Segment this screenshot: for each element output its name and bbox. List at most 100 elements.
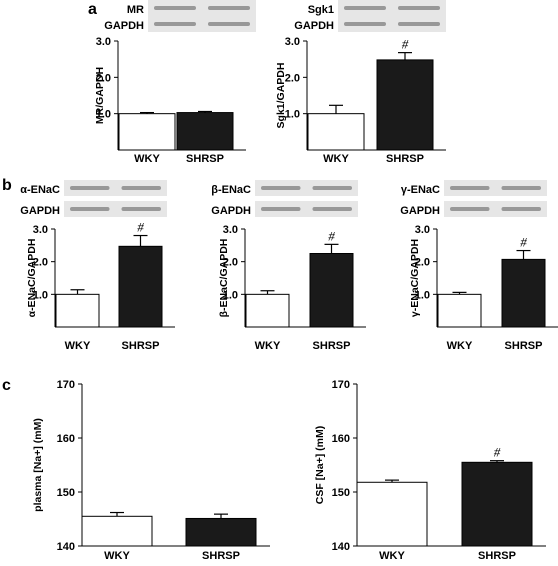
significance-mark: # xyxy=(494,445,501,460)
bar-wky xyxy=(307,113,365,151)
blot-band xyxy=(501,207,541,211)
y-tick-label: 150 xyxy=(57,487,75,499)
panel-label-c: c xyxy=(2,377,11,394)
category-label: SHRSP xyxy=(313,340,351,352)
y-tick-label: 1.0 xyxy=(285,109,300,121)
y-axis-label: MR/GAPDH xyxy=(94,67,106,124)
category-label: WKY xyxy=(255,340,281,352)
y-tick-label: 140 xyxy=(332,541,350,553)
y-tick-label: 2.0 xyxy=(33,257,48,269)
blot-label: MR xyxy=(127,4,144,16)
blot-band xyxy=(208,22,250,26)
bar-wky xyxy=(55,293,100,328)
blot-strip xyxy=(444,180,547,196)
category-label: SHRSP xyxy=(478,550,516,562)
y-tick-label: 2.0 xyxy=(415,257,430,269)
bar-wky xyxy=(356,481,428,547)
bar-shrsp xyxy=(376,59,434,151)
blot-strip xyxy=(255,180,358,196)
y-tick-label: 150 xyxy=(332,487,350,499)
blot-band xyxy=(261,207,301,211)
y-tick-label: 140 xyxy=(57,541,75,553)
y-tick-label: 3.0 xyxy=(415,224,430,236)
y-axis-label: α-ENaC/GAPDH xyxy=(26,239,38,318)
blot-label: GAPDH xyxy=(211,205,251,217)
blot-band xyxy=(501,186,541,190)
blot-strip xyxy=(255,201,358,217)
blot-band xyxy=(312,186,352,190)
blot-band xyxy=(154,22,196,26)
blot-strip xyxy=(338,16,446,32)
y-axis-label: γ-ENaC/GAPDH xyxy=(409,239,421,317)
blot-band xyxy=(121,186,161,190)
blot-band xyxy=(70,186,110,190)
blot-label: GAPDH xyxy=(400,205,440,217)
blot-band xyxy=(208,6,250,10)
chart-sgk1: Sgk1 GAPDH 1.0 2.0 3.0 Sgk1/GAPDH WKY # SHRSP xyxy=(275,0,446,165)
category-label: WKY xyxy=(134,153,160,165)
category-label: WKY xyxy=(323,153,349,165)
blot-band xyxy=(450,186,490,190)
blot-label: GAPDH xyxy=(294,20,334,32)
blot-band xyxy=(398,6,440,10)
blot-strip xyxy=(64,180,167,196)
category-label: WKY xyxy=(65,340,91,352)
blot-label: GAPDH xyxy=(104,20,144,32)
blot-label: Sgk1 xyxy=(308,4,334,16)
bar-shrsp xyxy=(118,245,163,328)
category-label: SHRSP xyxy=(122,340,160,352)
bar-wky xyxy=(437,293,482,328)
significance-mark: # xyxy=(137,220,144,235)
blot-strip xyxy=(148,0,256,16)
bar-shrsp xyxy=(461,461,533,547)
blot-band xyxy=(312,207,352,211)
blot-band xyxy=(344,22,386,26)
blot-band xyxy=(121,207,161,211)
blot-band xyxy=(70,207,110,211)
y-tick-label: 160 xyxy=(332,433,350,445)
y-tick-label: 2.0 xyxy=(285,72,300,84)
y-tick-label: 3.0 xyxy=(285,36,300,48)
significance-mark: # xyxy=(402,37,409,52)
y-tick-label: 3.0 xyxy=(223,224,238,236)
chart-csf: 140 150 160 170 CSF [Na+] (mM) WKY # SHRSP xyxy=(314,379,546,562)
blot-band xyxy=(450,207,490,211)
y-tick-label: 1.0 xyxy=(33,289,48,301)
category-label: SHRSP xyxy=(386,153,424,165)
bar-shrsp xyxy=(185,517,257,547)
chart-genac: γ-ENaC GAPDH 1.0 2.0 3.0 γ-ENaC/GAPDH WKY # SHRS… xyxy=(400,180,558,352)
panel-label-a: a xyxy=(88,1,97,18)
y-tick-label: 1.0 xyxy=(96,109,111,121)
panel-label-b: b xyxy=(2,177,12,194)
chart-plasma: 140 150 160 170 plasma [Na+] (mM) WKY SHRSP xyxy=(32,379,270,562)
blot-band xyxy=(398,22,440,26)
blot-band xyxy=(344,6,386,10)
blot-strip xyxy=(64,201,167,217)
chart-benac: β-ENaC GAPDH 1.0 2.0 3.0 β-ENaC/GAPDH WKY # SHRS… xyxy=(211,180,366,352)
blot-label: α-ENaC xyxy=(20,184,60,196)
y-tick-label: 2.0 xyxy=(223,257,238,269)
category-label: WKY xyxy=(379,550,405,562)
bar-wky xyxy=(118,113,176,151)
chart-aenac: α-ENaC GAPDH 1.0 2.0 3.0 α-ENaC/GAPDH WKY # SHRS… xyxy=(20,180,175,352)
category-label: SHRSP xyxy=(505,340,543,352)
y-tick-label: 160 xyxy=(57,433,75,445)
blot-strip xyxy=(338,0,446,16)
category-label: SHRSP xyxy=(186,153,224,165)
category-label: WKY xyxy=(104,550,130,562)
category-label: WKY xyxy=(447,340,473,352)
bar-shrsp xyxy=(309,253,354,328)
y-axis-label: CSF [Na+] (mM) xyxy=(314,426,326,504)
y-tick-label: 3.0 xyxy=(96,36,111,48)
y-tick-label: 2.0 xyxy=(96,72,111,84)
y-axis-label: plasma [Na+] (mM) xyxy=(32,418,44,512)
y-axis-label: Sgk1/GAPDH xyxy=(275,63,287,129)
blot-band xyxy=(261,186,301,190)
y-tick-label: 170 xyxy=(57,379,75,391)
bar-shrsp xyxy=(176,112,234,151)
y-tick-label: 3.0 xyxy=(33,224,48,236)
blot-label: GAPDH xyxy=(20,205,60,217)
significance-mark: # xyxy=(520,235,527,250)
blot-strip xyxy=(444,201,547,217)
